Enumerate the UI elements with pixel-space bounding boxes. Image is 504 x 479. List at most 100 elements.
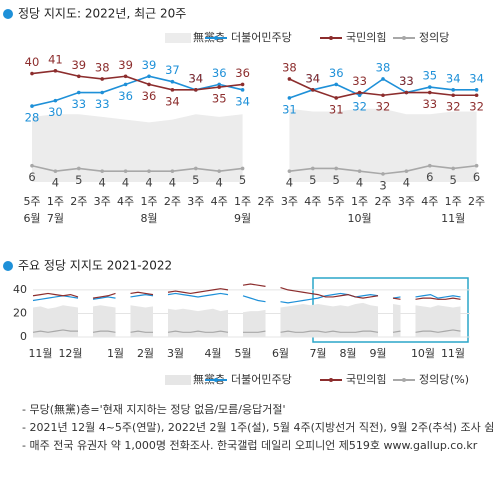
point (77, 166, 81, 171)
point (287, 169, 292, 173)
point (53, 98, 58, 103)
area (289, 108, 477, 182)
point (451, 166, 456, 171)
value-label: 32 (469, 100, 484, 114)
bullet (3, 9, 13, 19)
x-tick-label: 4주 (211, 195, 228, 208)
x-tick-label: 11월 (441, 347, 465, 360)
x-tick-label: 2주 (70, 195, 87, 208)
x-tick-label: 1월 (107, 347, 124, 360)
month-label: 7월 (47, 212, 64, 225)
x-tick-label: 4주 (421, 195, 438, 208)
x-tick-label: 11월 (28, 347, 52, 360)
value-label: 5 (192, 173, 199, 187)
x-tick-label: 3월 (167, 347, 184, 360)
point (311, 88, 315, 92)
value-label: 6 (426, 170, 433, 184)
value-label: 30 (48, 105, 63, 119)
point (170, 88, 175, 92)
point (428, 85, 432, 89)
line (243, 330, 266, 333)
value-label: 37 (165, 63, 180, 77)
value-label: 4 (169, 176, 176, 190)
x-tick-label: 1주 (445, 195, 462, 208)
value-label: 34 (305, 71, 320, 85)
line (242, 283, 266, 287)
value-label: 34 (188, 71, 203, 85)
value-label: 33 (399, 74, 414, 88)
line (415, 293, 461, 299)
point (240, 88, 245, 92)
value-label: 34 (165, 94, 180, 108)
value-label: 36 (118, 89, 133, 103)
bullet (3, 261, 13, 271)
value-label: 36 (212, 66, 227, 80)
value-label: 34 (469, 71, 484, 85)
value-label: 4 (122, 176, 129, 190)
line (167, 292, 229, 298)
point (77, 74, 81, 79)
x-tick-label: 4월 (204, 347, 221, 360)
legend-swatch (402, 36, 406, 40)
legend-label: 정의당 (419, 373, 449, 386)
point (147, 82, 151, 87)
legend-label: 국민의힘 (346, 373, 386, 386)
value-label: 4 (99, 176, 106, 190)
point (451, 88, 456, 92)
line (92, 330, 116, 333)
legend-swatch (402, 378, 406, 382)
value-label: 35 (422, 69, 437, 83)
legend-swatch (165, 375, 191, 385)
line (415, 329, 461, 333)
chart-title: 주요 정당 지지도 2021-2022 (18, 259, 172, 273)
point (334, 166, 339, 171)
value-label: 39 (71, 58, 86, 72)
x-tick-label: 5주 (328, 195, 345, 208)
x-tick-label: 1주 (234, 195, 251, 208)
legend-swatch (329, 36, 333, 40)
point (100, 169, 104, 173)
x-tick-label: 3주 (398, 195, 415, 208)
value-label: 38 (95, 60, 110, 74)
value-label: 5 (239, 173, 246, 187)
line (32, 295, 79, 302)
point (404, 169, 409, 173)
point (357, 169, 362, 173)
legend-swatch (329, 378, 333, 382)
legend-label: (%) (450, 373, 469, 386)
x-tick-label: 1주 (351, 195, 368, 208)
note: - 매주 전국 유권자 약 1,000명 전화조사. 한국갤럽 데일리 오피니언… (22, 438, 478, 452)
chart-title: 정당 지지도: 2022년, 최근 20주 (18, 7, 186, 21)
note: - 2021년 12월 4~5주(연말), 2022년 2월 1주(설), 5월… (22, 421, 494, 434)
point (30, 104, 34, 108)
point (123, 74, 128, 79)
point (240, 166, 245, 171)
x-tick-label: 5월 (234, 347, 251, 360)
legend-label: 더불어민주당 (231, 31, 292, 44)
point (474, 163, 479, 168)
area (93, 305, 116, 337)
line (280, 286, 379, 299)
x-tick-label: 4주 (117, 195, 134, 208)
value-label: 39 (142, 58, 157, 72)
value-label: 4 (356, 176, 363, 190)
value-label: 38 (376, 60, 391, 74)
x-tick-label: 2주 (468, 195, 485, 208)
point (381, 172, 385, 176)
month-label: 6월 (23, 212, 40, 225)
point (287, 96, 292, 100)
line (130, 330, 153, 333)
point (170, 79, 175, 84)
point (334, 96, 339, 100)
month-label: 9월 (234, 212, 251, 225)
value-label: 38 (282, 60, 297, 74)
point (428, 90, 432, 95)
legend-swatch (214, 36, 218, 40)
area (130, 305, 153, 337)
area (415, 305, 461, 337)
line (92, 292, 116, 299)
value-label: 34 (305, 71, 320, 85)
line (32, 292, 79, 298)
x-tick-label: 2주 (374, 195, 391, 208)
